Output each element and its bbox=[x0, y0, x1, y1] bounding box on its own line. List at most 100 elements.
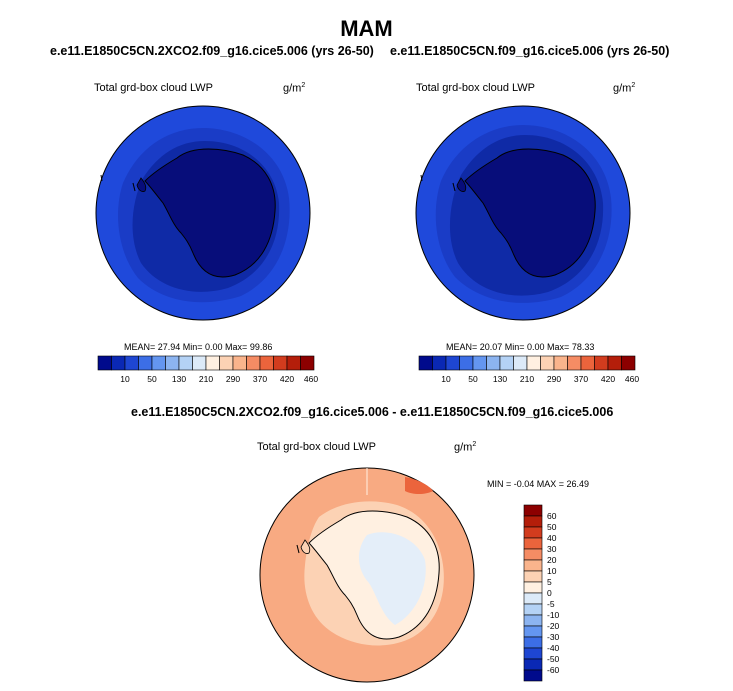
cb1-tick: 10 bbox=[120, 374, 130, 384]
panel-2-variable-label: Total grd-box cloud LWP bbox=[416, 82, 536, 94]
dcb-tick: -5 bbox=[547, 599, 555, 609]
cb1-tick: 460 bbox=[303, 374, 319, 384]
dcb-tick: 20 bbox=[547, 555, 557, 565]
colorbar-swatch bbox=[540, 355, 555, 371]
cb1-tick: 130 bbox=[171, 374, 187, 384]
colorbar-swatch bbox=[246, 355, 261, 371]
colorbar-swatch bbox=[111, 355, 126, 371]
cb2-tick: 10 bbox=[441, 374, 451, 384]
colorbar-swatch bbox=[523, 669, 543, 682]
colorbar-swatch bbox=[594, 355, 609, 371]
dcb-tick: -40 bbox=[547, 643, 560, 653]
cb1-tick: 50 bbox=[147, 374, 157, 384]
colorbar-swatch bbox=[523, 537, 543, 550]
dcb-tick: 50 bbox=[547, 522, 557, 532]
colorbar-swatch bbox=[124, 355, 139, 371]
colorbar-swatch bbox=[523, 548, 543, 561]
dcb-tick: 0 bbox=[547, 588, 552, 598]
colorbar-swatch bbox=[523, 625, 543, 638]
colorbar-swatch bbox=[259, 355, 274, 371]
diff-colorbar-ticks: 60 50 40 30 20 10 5 0 -5 -10 -20 -30 -40… bbox=[547, 505, 577, 681]
colorbar-swatch bbox=[472, 355, 487, 371]
dcb-tick: 30 bbox=[547, 544, 557, 554]
colorbar-swatch bbox=[580, 355, 595, 371]
colorbar-swatch bbox=[523, 603, 543, 616]
colorbar-swatch bbox=[432, 355, 447, 371]
dcb-tick: -60 bbox=[547, 665, 560, 675]
panel-1-stats: MEAN= 27.94 Min= 0.00 Max= 99.86 bbox=[124, 342, 273, 352]
colorbar-swatch bbox=[300, 355, 315, 371]
diff-units-label: g/m2 bbox=[454, 441, 477, 454]
diff-polar-map bbox=[259, 467, 475, 683]
dcb-tick: -10 bbox=[547, 610, 560, 620]
colorbar-swatch bbox=[232, 355, 247, 371]
colorbar-swatch bbox=[445, 355, 460, 371]
cb2-tick: 460 bbox=[624, 374, 640, 384]
colorbar-swatch bbox=[523, 559, 543, 572]
panel-2-title: e.e11.E1850C5CN.f09_g16.cice5.006 (yrs 2… bbox=[390, 44, 670, 58]
diff-panel-title: e.e11.E1850C5CN.2XCO2.f09_g16.cice5.006 … bbox=[131, 405, 614, 419]
figure-title: MAM bbox=[340, 16, 393, 41]
colorbar-swatch bbox=[138, 355, 153, 371]
dcb-tick: -30 bbox=[547, 632, 560, 642]
colorbar-swatch bbox=[486, 355, 501, 371]
colorbar-swatch bbox=[151, 355, 166, 371]
panel-2-stats: MEAN= 20.07 Min= 0.00 Max= 78.33 bbox=[446, 342, 595, 352]
colorbar-swatch bbox=[219, 355, 234, 371]
cb1-tick: 210 bbox=[198, 374, 214, 384]
colorbar-swatch bbox=[523, 515, 543, 528]
colorbar-swatch bbox=[205, 355, 220, 371]
colorbar-swatch bbox=[523, 592, 543, 605]
colorbar-swatch bbox=[607, 355, 622, 371]
dcb-tick: -20 bbox=[547, 621, 560, 631]
dcb-tick: 40 bbox=[547, 533, 557, 543]
colorbar-swatch bbox=[523, 581, 543, 594]
dcb-tick: 5 bbox=[547, 577, 552, 587]
panel-1-colorbar bbox=[97, 355, 315, 371]
panel-2-colorbar bbox=[418, 355, 636, 371]
panel-2-units-label: g/m2 bbox=[613, 82, 636, 95]
panel-1-units-label: g/m2 bbox=[283, 82, 306, 95]
dcb-tick: 10 bbox=[547, 566, 557, 576]
colorbar-swatch bbox=[418, 355, 433, 371]
colorbar-swatch bbox=[178, 355, 193, 371]
panel-1-colorbar-ticks: 10 50 130 210 290 370 420 460 bbox=[98, 374, 318, 386]
panel-1-polar-map bbox=[95, 105, 311, 321]
colorbar-swatch bbox=[523, 526, 543, 539]
colorbar-swatch bbox=[499, 355, 514, 371]
colorbar-swatch bbox=[567, 355, 582, 371]
cb2-tick: 130 bbox=[492, 374, 508, 384]
colorbar-swatch bbox=[192, 355, 207, 371]
colorbar-swatch bbox=[513, 355, 528, 371]
diff-colorbar bbox=[523, 504, 543, 682]
cb2-tick: 420 bbox=[600, 374, 616, 384]
colorbar-swatch bbox=[523, 614, 543, 627]
colorbar-swatch bbox=[523, 570, 543, 583]
diff-variable-label: Total grd-box cloud LWP bbox=[257, 441, 377, 453]
colorbar-swatch bbox=[553, 355, 568, 371]
panel-2-polar-map bbox=[415, 105, 631, 321]
colorbar-swatch bbox=[621, 355, 636, 371]
panel-1-variable-label: Total grd-box cloud LWP bbox=[94, 82, 214, 94]
colorbar-swatch bbox=[523, 658, 543, 671]
cb2-tick: 370 bbox=[573, 374, 589, 384]
diff-stats: MIN = -0.04 MAX = 26.49 bbox=[487, 479, 590, 489]
colorbar-swatch bbox=[165, 355, 180, 371]
colorbar-swatch bbox=[273, 355, 288, 371]
dcb-tick: -50 bbox=[547, 654, 560, 664]
colorbar-swatch bbox=[526, 355, 541, 371]
dcb-tick: 60 bbox=[547, 511, 557, 521]
colorbar-swatch bbox=[523, 504, 543, 517]
panel-2-colorbar-ticks: 10 50 130 210 290 370 420 460 bbox=[419, 374, 639, 386]
cb1-tick: 370 bbox=[252, 374, 268, 384]
cb2-tick: 290 bbox=[546, 374, 562, 384]
colorbar-swatch bbox=[97, 355, 112, 371]
colorbar-swatch bbox=[286, 355, 301, 371]
colorbar-swatch bbox=[523, 647, 543, 660]
cb1-tick: 290 bbox=[225, 374, 241, 384]
panel-1-title: e.e11.E1850C5CN.2XCO2.f09_g16.cice5.006 … bbox=[50, 44, 374, 58]
colorbar-swatch bbox=[523, 636, 543, 649]
colorbar-swatch bbox=[459, 355, 474, 371]
cb2-tick: 210 bbox=[519, 374, 535, 384]
cb2-tick: 50 bbox=[468, 374, 478, 384]
